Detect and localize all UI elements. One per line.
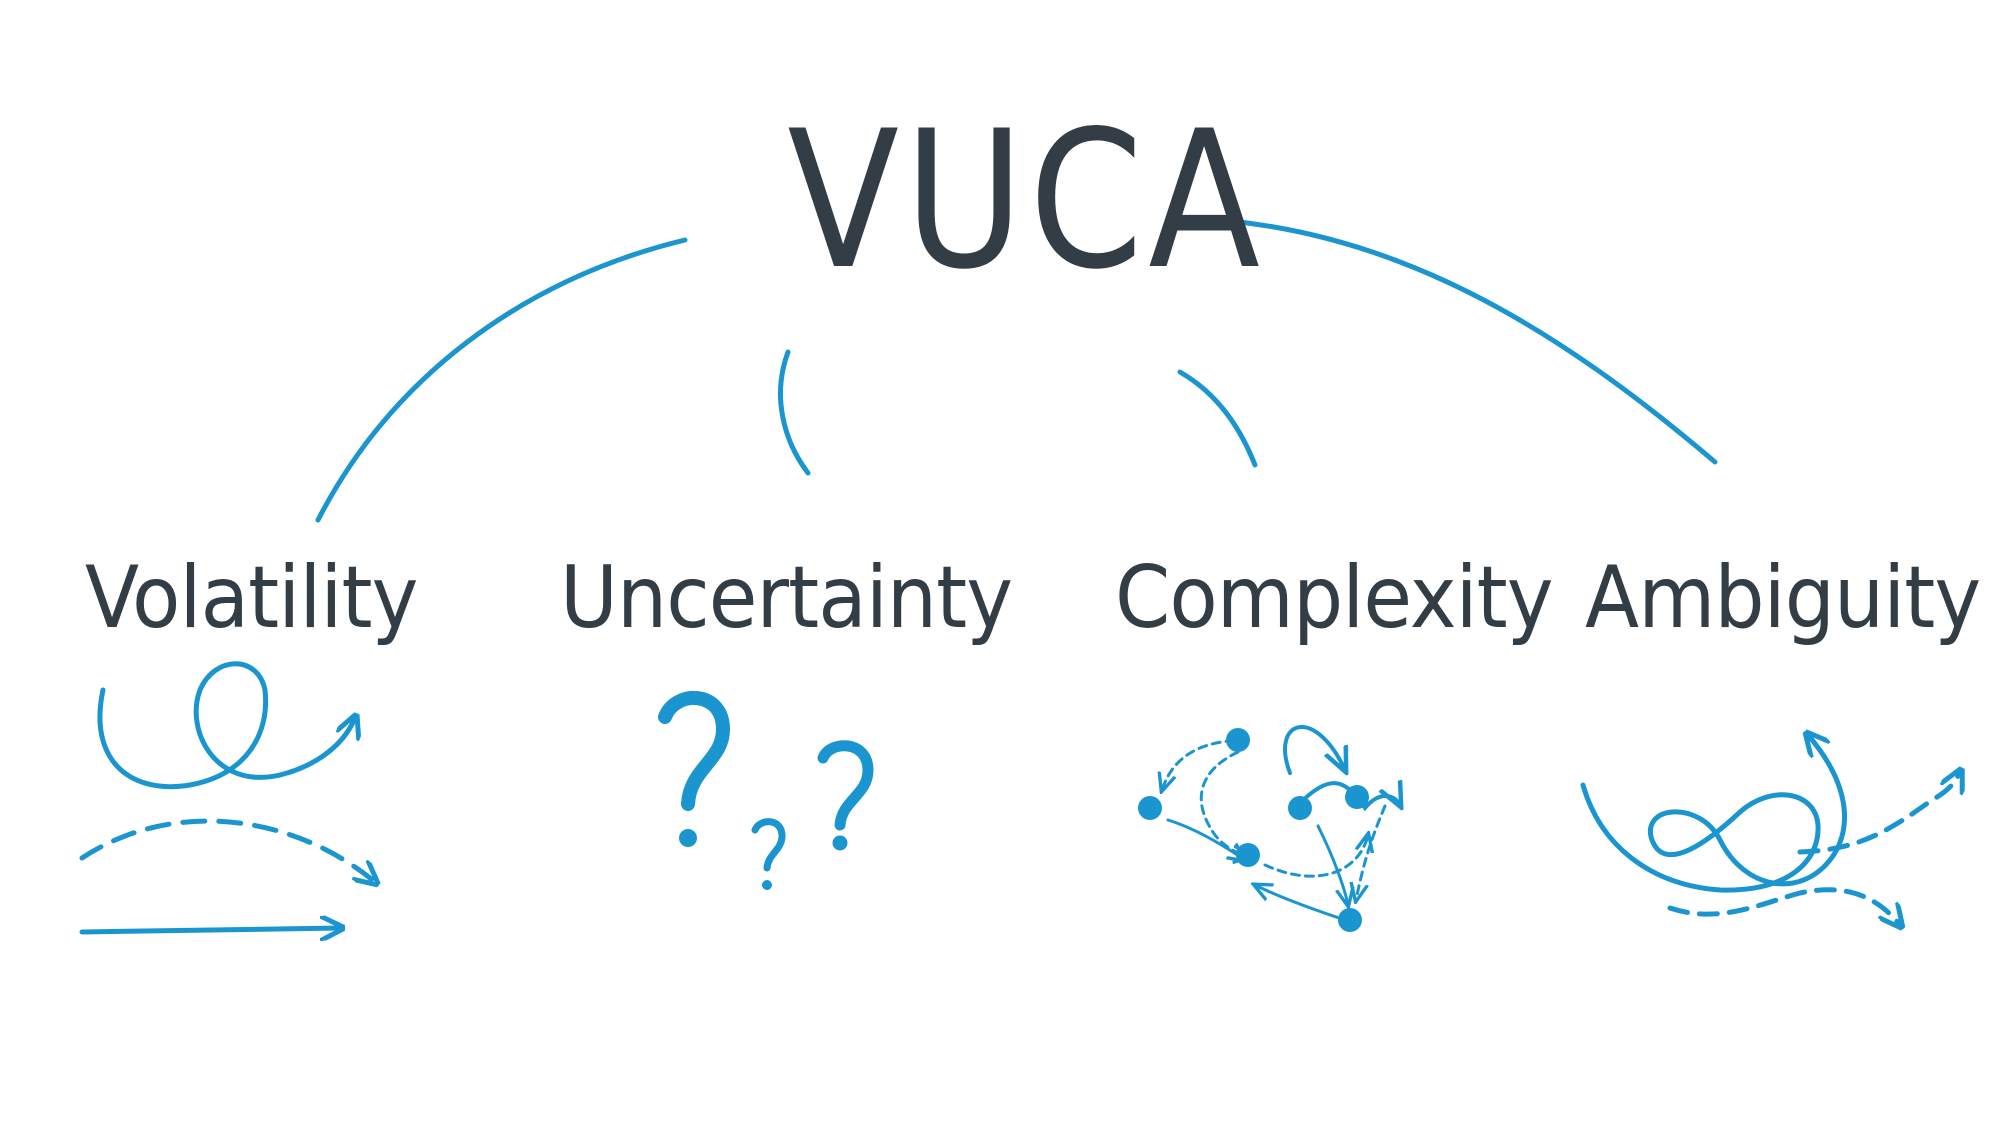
term-uncertainty: Uncertainty xyxy=(560,548,1013,648)
network-nodes-icon xyxy=(1138,725,1400,932)
diverging-arrows-icon xyxy=(1580,735,1960,925)
diagram-title: VUCA xyxy=(787,90,1266,311)
loop-and-arrows-icon xyxy=(79,661,375,932)
arc-to-ambiguity xyxy=(1177,215,1718,465)
question-marks-icon xyxy=(658,690,874,890)
term-ambiguity: Ambiguity xyxy=(1585,548,1981,648)
arc-to-volatility xyxy=(315,237,688,523)
arc-to-uncertainty xyxy=(778,349,811,476)
term-volatility: Volatility xyxy=(85,548,418,648)
connector-arcs xyxy=(315,215,1718,523)
arc-to-complexity xyxy=(1177,369,1258,468)
term-complexity: Complexity xyxy=(1115,548,1554,648)
